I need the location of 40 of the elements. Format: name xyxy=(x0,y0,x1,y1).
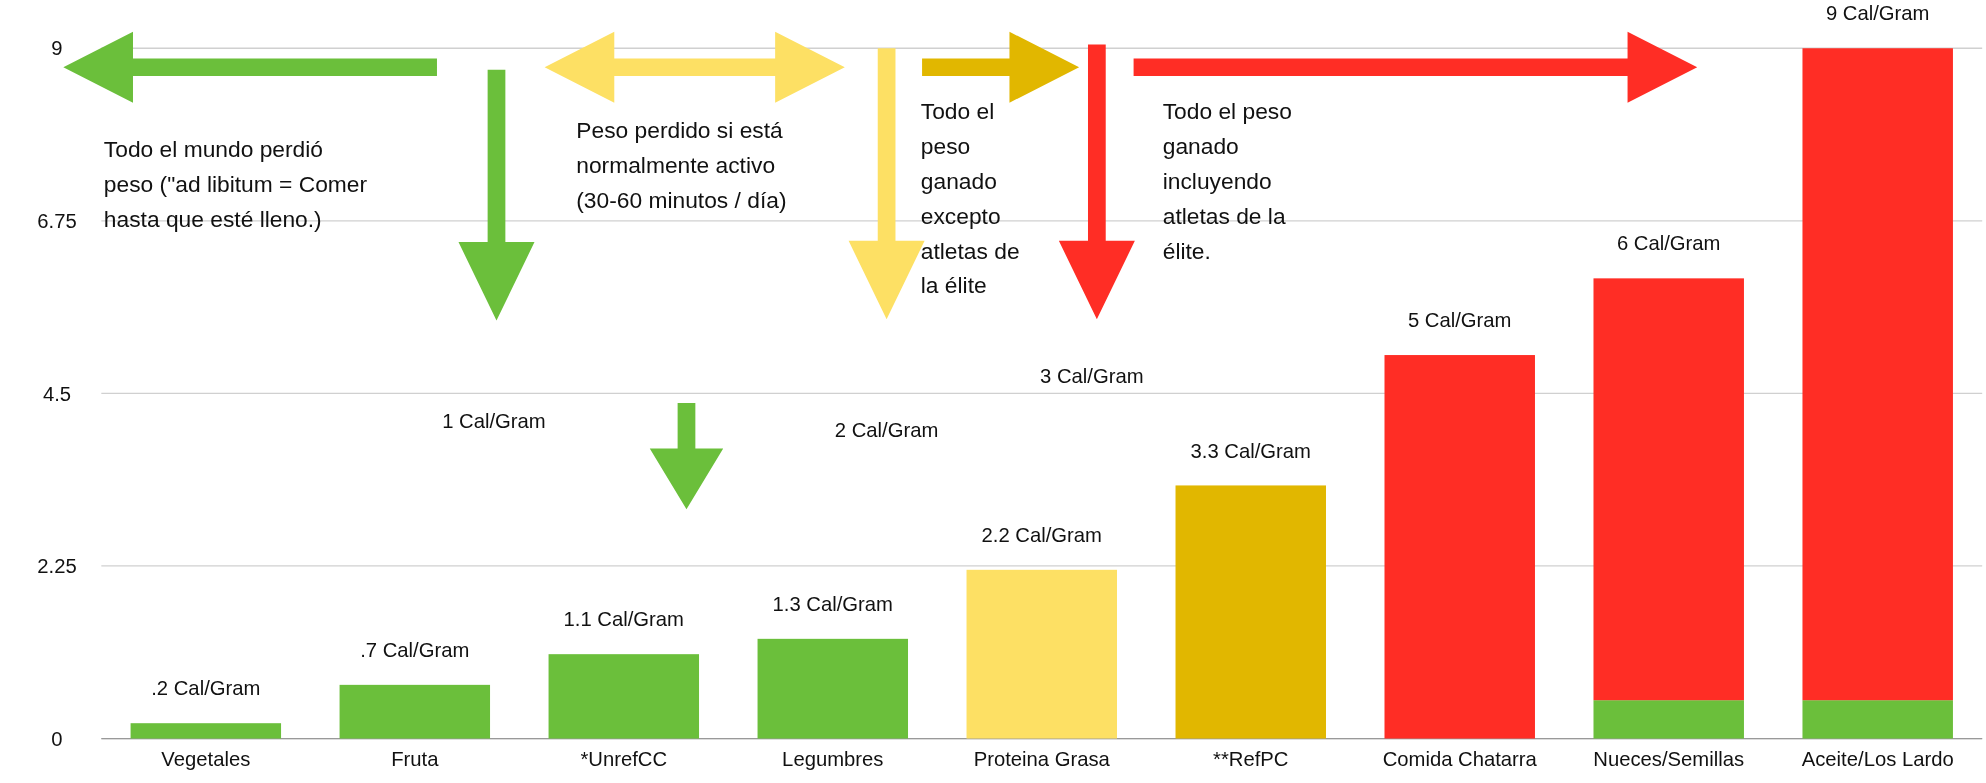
total-label: 3.3 Cal/Gram xyxy=(1190,439,1311,462)
bar xyxy=(1175,485,1326,739)
y-tick-label: 9 xyxy=(51,37,63,60)
y-tick-label: 0 xyxy=(51,727,63,750)
annotation: Todo el mundo perdió peso ("ad libitum = Comer hasta que esté lleno.) xyxy=(103,136,368,232)
x-tick-label: Proteina Grasa xyxy=(973,747,1111,770)
bar xyxy=(757,638,909,739)
x-tick-label: **RefPC xyxy=(1213,747,1289,770)
total-label: 1.1 Cal/Gram xyxy=(563,608,684,631)
total-label: 9 Cal/Gram xyxy=(1825,2,1930,25)
y-tick-label: 4.5 xyxy=(42,382,72,405)
x-tick-label: Vegetales xyxy=(161,747,251,770)
bar xyxy=(548,654,700,739)
annotation: 3 Cal/Gram xyxy=(1040,364,1144,387)
total-label: .7 Cal/Gram xyxy=(360,638,470,661)
bar xyxy=(130,723,282,739)
bar xyxy=(966,569,1117,739)
total-label: .2 Cal/Gram xyxy=(151,677,261,700)
x-tick-label: Nueces/Semillas xyxy=(1593,747,1745,770)
annotation: 2 Cal/Gram xyxy=(834,419,939,442)
bar xyxy=(1802,48,1953,701)
total-label: 5 Cal/Gram xyxy=(1407,309,1512,332)
total-label: 1.3 Cal/Gram xyxy=(772,592,893,615)
x-tick-label: Aceite/Los Lardo xyxy=(1801,747,1954,770)
bar xyxy=(339,684,491,739)
y-tick-label: 6.75 xyxy=(37,209,77,232)
total-label: 2.2 Cal/Gram xyxy=(981,523,1102,546)
bar xyxy=(1593,278,1744,701)
y-tick-label: 2.25 xyxy=(37,555,77,578)
x-tick-label: *UnrefCC xyxy=(580,747,668,770)
annotation: Todo el peso ganado excepto atletas de la élite xyxy=(920,98,1020,299)
annotation: Peso perdido si está normalmente activo (30-60 minutos / día) xyxy=(576,117,787,213)
x-tick-label: Comida Chatarra xyxy=(1382,747,1538,770)
annotation: Todo el peso ganado incluyendo atletas de la élite. xyxy=(1162,98,1292,264)
annotation: 1 Cal/Gram xyxy=(442,410,546,433)
total-label: 6 Cal/Gram xyxy=(1616,232,1721,255)
x-tick-label: Fruta xyxy=(391,747,440,770)
bar xyxy=(1593,700,1744,739)
bar xyxy=(1802,700,1953,739)
x-tick-label: Legumbres xyxy=(782,747,884,770)
